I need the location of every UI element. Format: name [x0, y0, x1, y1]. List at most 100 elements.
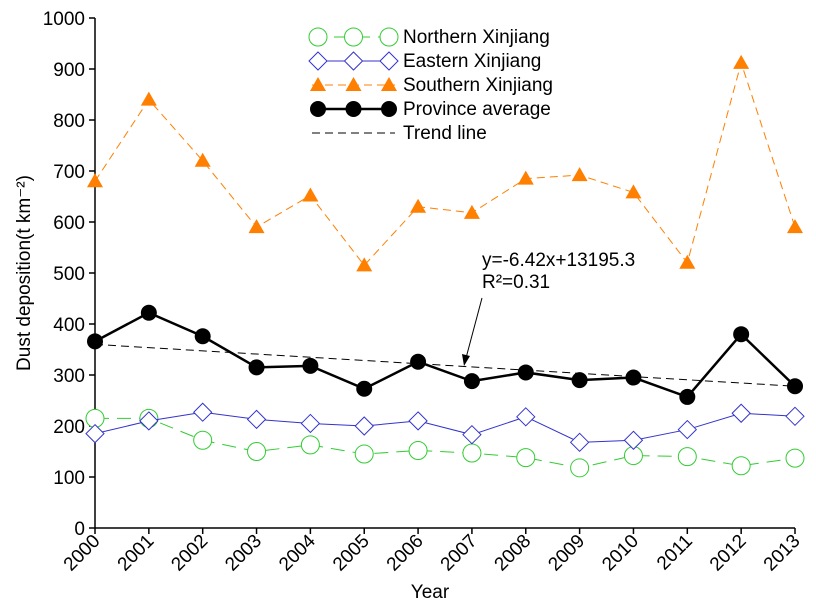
marker [677, 447, 697, 467]
marker [731, 456, 751, 476]
marker [194, 152, 211, 167]
marker [463, 204, 480, 219]
marker [517, 364, 534, 381]
y-tick-label: 700 [53, 162, 85, 183]
x-tick-label: 2004 [275, 530, 320, 575]
legend-marker [308, 27, 328, 47]
marker [570, 458, 590, 478]
marker [625, 184, 642, 199]
marker [679, 254, 696, 269]
annotation-arrow [465, 297, 483, 359]
marker [356, 380, 373, 397]
marker [408, 411, 428, 431]
marker [192, 402, 213, 422]
marker [408, 440, 428, 460]
series-line [94, 61, 796, 267]
legend-marker [308, 51, 328, 71]
x-tick-label: 2012 [706, 531, 751, 576]
marker [140, 91, 157, 106]
y-tick-label: 800 [53, 111, 85, 132]
legend-marker [381, 77, 397, 91]
marker [516, 448, 536, 468]
marker [462, 424, 482, 445]
series-line [94, 343, 796, 387]
marker [246, 409, 267, 430]
legend-marker [379, 27, 399, 47]
y-tick-label: 200 [53, 417, 85, 438]
marker [516, 407, 536, 427]
marker [462, 443, 482, 463]
x-tick-label: 2008 [491, 531, 536, 576]
marker [569, 432, 590, 453]
marker [785, 448, 805, 468]
marker [354, 416, 374, 436]
legend-label: Trend line [403, 123, 487, 144]
legend-marker [381, 101, 397, 117]
marker [463, 373, 480, 390]
y-tick-label: 900 [53, 60, 85, 81]
marker [300, 413, 321, 434]
legend-marker [310, 77, 326, 91]
legend-marker [345, 77, 362, 91]
x-tick-label: 2003 [221, 531, 266, 576]
marker [517, 170, 534, 185]
x-tick-label: 2010 [598, 531, 643, 576]
legend-label: Eastern Xinjiang [403, 51, 541, 72]
marker [571, 372, 588, 389]
series-line [94, 411, 796, 443]
marker [247, 442, 267, 461]
marker [354, 444, 374, 464]
marker [248, 359, 265, 376]
legend-label: Southern Xinjiang [403, 75, 553, 96]
marker [733, 326, 750, 343]
y-tick-label: 1000 [43, 9, 85, 30]
marker [785, 406, 805, 427]
marker [571, 167, 588, 182]
x-tick-label: 2000 [60, 531, 105, 576]
y-tick-label: 300 [53, 366, 85, 387]
marker [623, 430, 644, 450]
marker [194, 328, 211, 345]
marker [300, 435, 320, 455]
x-tick-label: 2001 [114, 531, 159, 576]
y-axis-label: Dust deposition(t km⁻²) [14, 175, 35, 371]
x-tick-label: 2011 [653, 531, 697, 575]
legend-marker [343, 51, 364, 71]
marker [140, 304, 157, 321]
legend-marker [310, 101, 326, 117]
x-axis-label: Year [411, 582, 450, 603]
marker [248, 219, 265, 234]
y-tick-label: 500 [53, 264, 85, 285]
marker [679, 388, 696, 405]
series-line [94, 311, 796, 399]
marker [625, 369, 642, 386]
y-tick-label: 100 [53, 468, 85, 489]
marker [87, 333, 103, 350]
legend-label: Province average [403, 99, 551, 120]
marker [787, 219, 803, 234]
x-tick-label: 2006 [383, 531, 428, 576]
x-tick-label: 2009 [544, 531, 589, 576]
marker [139, 411, 159, 431]
marker [410, 198, 427, 213]
marker [731, 403, 751, 423]
marker [87, 173, 103, 188]
marker [302, 357, 319, 374]
marker [302, 187, 319, 202]
x-tick-label: 2007 [437, 531, 482, 576]
x-tick-label: 2005 [329, 531, 374, 576]
annotation: y=-6.42x+13195.3 [482, 250, 635, 271]
legend-marker [345, 101, 362, 117]
marker [733, 54, 750, 69]
x-tick-label: 2013 [760, 531, 805, 576]
y-tick-label: 600 [53, 213, 85, 234]
y-tick-label: 400 [53, 315, 85, 336]
legend-marker [379, 51, 399, 71]
legend-label: Northern Xinjiang [403, 27, 550, 48]
annotation-arrowhead [462, 354, 470, 366]
marker [787, 378, 803, 395]
y-tick-label: 0 [74, 519, 85, 540]
marker [356, 257, 373, 272]
legend-marker [344, 27, 363, 47]
